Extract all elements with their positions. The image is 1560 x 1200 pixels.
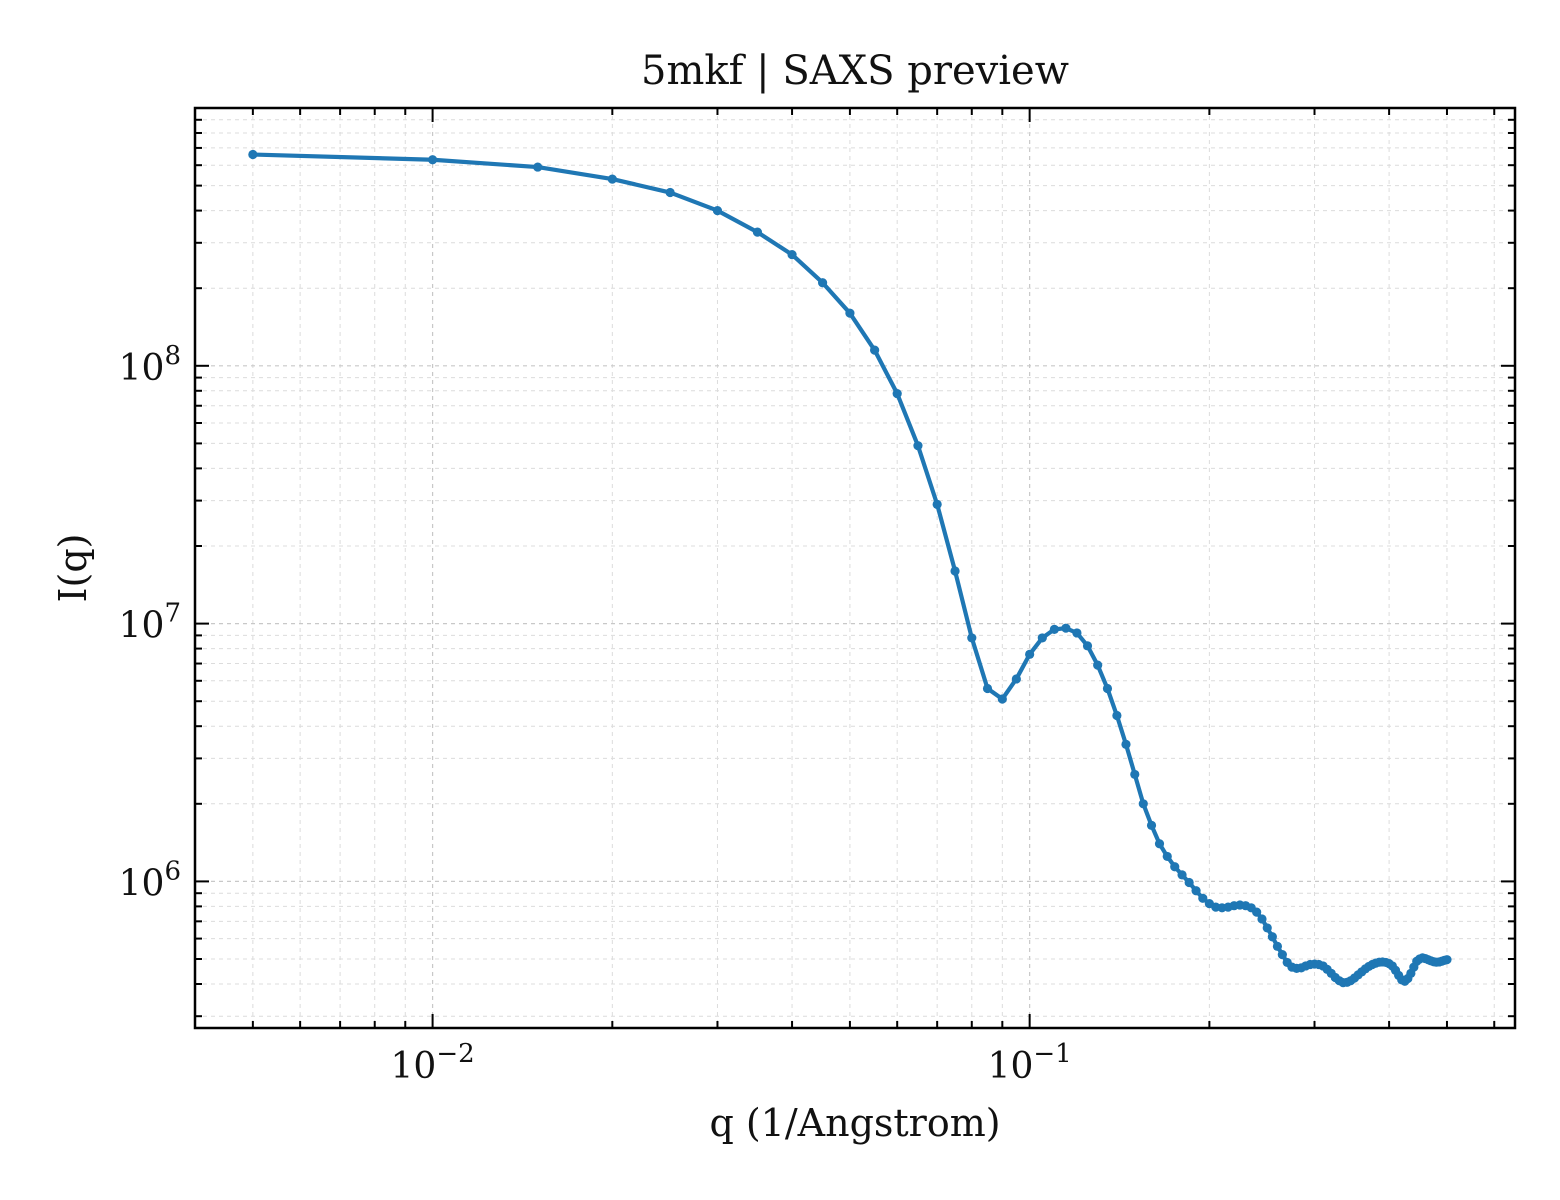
- x-tick-label: 10−1: [988, 1039, 1072, 1087]
- data-point: [1037, 633, 1047, 643]
- data-point: [427, 155, 438, 165]
- data-point: [1072, 628, 1082, 638]
- y-tick-label: 107: [119, 599, 181, 647]
- data-point: [607, 174, 617, 184]
- data-point: [1162, 851, 1172, 862]
- data-point: [950, 566, 960, 576]
- data-point: [997, 694, 1007, 704]
- data-point: [892, 389, 902, 399]
- data-point: [1191, 886, 1201, 896]
- data-point: [1130, 769, 1140, 780]
- data-point: [1154, 839, 1165, 849]
- x-tick-label: 10−2: [391, 1039, 475, 1087]
- data-point: [1170, 862, 1180, 872]
- data-point: [665, 187, 675, 198]
- data-point: [1093, 660, 1103, 670]
- data-point: [1262, 923, 1272, 933]
- chart-title: 5mkf | SAXS preview: [641, 48, 1069, 94]
- series-layer: [248, 149, 1452, 988]
- plot-frame: [193, 106, 1517, 1030]
- data-point: [1011, 674, 1021, 684]
- data-point: [1146, 820, 1157, 830]
- data-point: [1112, 710, 1122, 721]
- data-point: [1272, 941, 1283, 951]
- data-point: [752, 227, 763, 237]
- grid: [194, 107, 1515, 1028]
- data-point: [1049, 624, 1059, 634]
- data-point: [1061, 623, 1071, 633]
- data-point: [1138, 799, 1148, 809]
- data-point: [818, 278, 828, 288]
- data-point: [787, 250, 797, 260]
- data-point: [1277, 950, 1287, 960]
- data-point: [1252, 907, 1262, 917]
- x-axis-label: q (1/Angstrom): [709, 1101, 1000, 1145]
- data-point: [1257, 914, 1267, 924]
- data-point: [982, 683, 993, 694]
- data-point: [967, 633, 977, 643]
- data-point: [845, 308, 855, 318]
- data-point: [932, 499, 942, 509]
- y-tick-label: 106: [119, 856, 181, 904]
- ticks: 10−2 10−1 106 107 108: [119, 107, 1515, 1087]
- plot-area: [195, 108, 1515, 1028]
- data-point: [1442, 955, 1452, 965]
- data-point: [1025, 649, 1035, 659]
- data-point: [248, 149, 258, 160]
- data-point: [1267, 932, 1277, 942]
- y-tick-label: 108: [119, 341, 181, 389]
- y-axis-label: I(q): [51, 534, 95, 603]
- data-point: [1082, 641, 1093, 651]
- data-point: [1184, 877, 1194, 888]
- data-point: [1102, 683, 1113, 694]
- data-point: [1121, 739, 1131, 749]
- data-point: [913, 441, 923, 451]
- data-point: [1177, 870, 1187, 880]
- data-point: [712, 205, 723, 216]
- data-point: [870, 345, 880, 355]
- data-point: [1198, 893, 1208, 903]
- data-point: [533, 162, 543, 172]
